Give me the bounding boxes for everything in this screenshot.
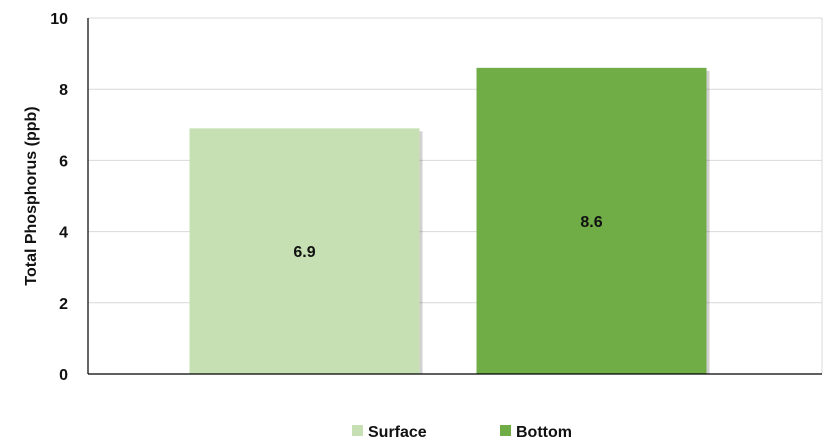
- y-tick-label: 0: [59, 367, 68, 384]
- y-tick-label: 8: [59, 82, 68, 99]
- axes: [87, 18, 822, 375]
- y-tick-label: 6: [59, 153, 68, 170]
- bar-bottom: [476, 67, 707, 374]
- y-tick-labels: 0 2 4 6 8 10: [50, 11, 68, 384]
- y-tick-label: 10: [50, 11, 68, 28]
- data-label: 8.6: [580, 214, 602, 231]
- y-axis-title: Total Phosphorus (ppb): [23, 106, 40, 285]
- y-tick-label: 2: [59, 296, 68, 313]
- legend-swatch-bottom: [500, 425, 511, 436]
- bar-surface: [189, 128, 420, 374]
- y-tick-label: 4: [59, 225, 68, 242]
- data-label: 6.9: [293, 244, 315, 261]
- bars: 6.9 8.6: [189, 67, 710, 374]
- legend: Surface Bottom: [352, 424, 572, 441]
- legend-label-surface: Surface: [368, 424, 427, 441]
- legend-swatch-surface: [352, 425, 363, 436]
- legend-label-bottom: Bottom: [516, 424, 572, 441]
